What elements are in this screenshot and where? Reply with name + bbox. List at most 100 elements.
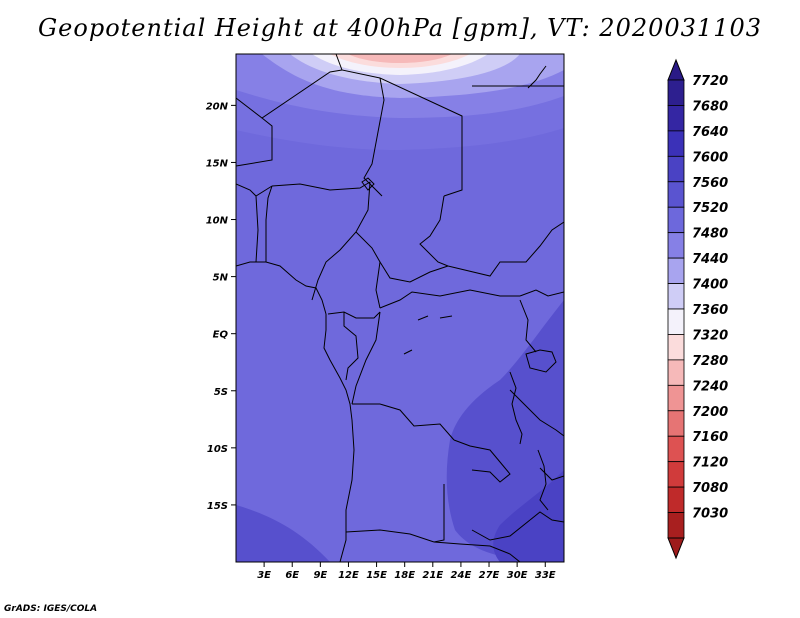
lake-malawi	[537, 449, 549, 511]
lake-victoria	[525, 349, 557, 373]
colorbar-bottom-arrow	[667, 537, 685, 560]
lat-tick-label: 15S	[207, 501, 228, 512]
colorbar-swatch	[667, 79, 685, 106]
lat-tick-label: 20N	[206, 101, 229, 112]
colorbar-label: 7360	[692, 303, 728, 318]
border-burkina	[236, 183, 273, 197]
lon-tick-label: 3E	[257, 570, 271, 581]
colorbar-label: 7440	[692, 252, 728, 267]
colorbar-label: 7720	[692, 74, 728, 89]
border-niger-nigeria	[271, 181, 371, 191]
colorbar-swatch	[667, 435, 685, 463]
lake-tanganyika	[509, 371, 523, 445]
lon-tick-label: 21E	[422, 570, 443, 581]
lat-tick-label: 10N	[206, 216, 229, 227]
country-borders	[236, 54, 564, 562]
border-togo	[255, 195, 259, 263]
lon-tick-label: 24E	[451, 570, 472, 581]
border-cameroon-gabon	[327, 311, 381, 319]
colorbar-label: 7280	[692, 354, 728, 369]
colorbar-label: 7600	[692, 150, 728, 165]
colorbar-label: 7640	[692, 125, 728, 140]
border-nigeria-cameroon	[311, 181, 371, 301]
lat-tick-label: 5N	[213, 273, 229, 284]
colorbar-top-arrow	[667, 58, 685, 81]
border-sudan-ssudan	[447, 221, 564, 277]
field-band-7280	[348, 54, 452, 63]
colorbar-swatch	[667, 206, 685, 234]
border-uganda-kenya	[519, 299, 537, 353]
border-angola-namibia	[345, 529, 435, 543]
nile-coast	[527, 65, 547, 89]
zimbabwe-moz	[529, 511, 564, 523]
colorbar: 7720 7680 7640 7600 7560 7520 7480 7440 7400 7360…	[667, 58, 728, 560]
geopotential-field	[236, 54, 564, 562]
lat-tick-label: 5S	[214, 387, 228, 398]
border-algeria-mali	[236, 69, 343, 119]
coast-angola	[339, 419, 355, 562]
lon-tick-label: 18E	[394, 570, 415, 581]
lat-tick-label: 10S	[207, 444, 228, 455]
colorbar-label: 7080	[692, 481, 728, 496]
border-zambia-zimbabwe	[471, 519, 531, 541]
colorbar-label: 7520	[692, 201, 728, 216]
border-gabon-congo	[343, 312, 359, 381]
border-niger-north	[236, 117, 273, 167]
border-car-drc	[379, 289, 520, 309]
colorbar-swatch	[667, 359, 685, 386]
lat-tick-label: 15N	[206, 158, 229, 169]
border-drc-zambia	[453, 439, 511, 483]
colorbar-label: 7240	[692, 379, 728, 394]
field-band-7560-sw	[236, 505, 330, 562]
colorbar-swatch	[667, 283, 685, 310]
congo-river-lakes	[403, 315, 453, 355]
colorbar-swatch	[667, 461, 685, 488]
lon-tick-label: 30E	[507, 570, 528, 581]
colorbar-swatch	[667, 512, 685, 539]
coast-west-africa	[236, 261, 327, 315]
colorbar-label: 7680	[692, 99, 728, 114]
border-libya-sudan	[379, 77, 463, 197]
colorbar-label: 7480	[692, 227, 728, 242]
lat-tick-label: EQ	[213, 330, 229, 341]
colorbar-label: 7560	[692, 176, 728, 191]
colorbar-swatch	[667, 105, 685, 132]
border-drc-angola	[352, 403, 455, 441]
colorbar-label: 7030	[692, 507, 728, 522]
colorbar-swatch	[667, 308, 685, 335]
border-chad-car	[379, 261, 449, 283]
border-chad-sudan	[419, 195, 449, 267]
lon-tick-label: 27E	[479, 570, 500, 581]
border-benin-nigeria	[265, 185, 273, 262]
coast-gulf-guinea	[323, 314, 353, 421]
lon-tick-label: 33E	[535, 570, 556, 581]
map-frame	[235, 53, 565, 563]
map-title: Geopotential Height at 400hPa [gpm], VT:…	[38, 14, 762, 42]
colorbar-swatch	[667, 257, 685, 284]
border-cameroon-car	[355, 231, 381, 309]
lon-tick-label: 9E	[313, 570, 327, 581]
field-band-7600-se	[493, 470, 564, 562]
colorbar-swatch	[667, 232, 685, 259]
colorbar-swatch	[667, 130, 685, 157]
colorbar-swatch	[667, 384, 685, 412]
colorbar-swatch	[667, 410, 685, 437]
colorbar-label: 7200	[692, 405, 728, 420]
border-congo-drc	[351, 311, 381, 405]
lon-tick-label: 6E	[285, 570, 299, 581]
border-angola-zambia	[433, 484, 445, 543]
border-tanzania-moz	[539, 467, 564, 481]
colorbar-label: 7120	[692, 456, 728, 471]
lake-chad	[361, 177, 375, 191]
border-namibia-botswana	[433, 541, 521, 562]
map-axes: 20N 15N 10N 5N EQ 5S 10S 15S 3E 6E 9E 12E 15E 18E 21E 2…	[206, 101, 556, 581]
colorbar-label: 7160	[692, 430, 728, 445]
colorbar-swatch	[667, 181, 685, 208]
colorbar-label: 7400	[692, 278, 728, 293]
border-ssudan-drc	[519, 289, 564, 297]
lon-tick-label: 12E	[338, 570, 359, 581]
colorbar-swatch	[667, 155, 685, 183]
grads-credit: GrADS: IGES/COLA	[4, 604, 98, 614]
lon-tick-label: 15E	[366, 570, 387, 581]
